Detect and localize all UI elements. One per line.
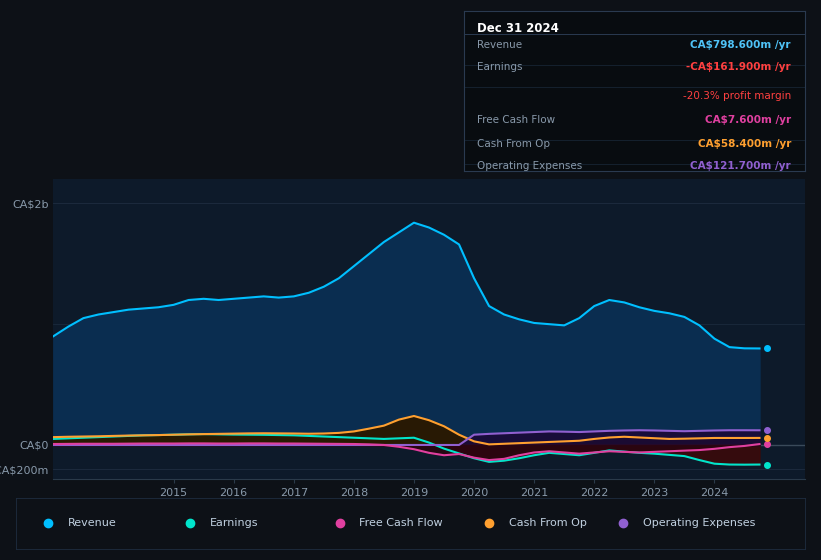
Text: Earnings: Earnings: [478, 62, 523, 72]
Text: CA$7.600m /yr: CA$7.600m /yr: [704, 115, 791, 125]
Text: Cash From Op: Cash From Op: [478, 139, 551, 149]
Text: Revenue: Revenue: [67, 517, 117, 528]
Text: Free Cash Flow: Free Cash Flow: [360, 517, 443, 528]
Text: -20.3% profit margin: -20.3% profit margin: [683, 91, 791, 101]
Text: Operating Expenses: Operating Expenses: [643, 517, 755, 528]
Text: -CA$161.900m /yr: -CA$161.900m /yr: [686, 62, 791, 72]
Text: Earnings: Earnings: [209, 517, 258, 528]
Text: Free Cash Flow: Free Cash Flow: [478, 115, 556, 125]
Text: CA$58.400m /yr: CA$58.400m /yr: [698, 139, 791, 149]
Text: Cash From Op: Cash From Op: [509, 517, 587, 528]
Text: Operating Expenses: Operating Expenses: [478, 161, 583, 171]
Text: CA$798.600m /yr: CA$798.600m /yr: [690, 40, 791, 50]
Text: Revenue: Revenue: [478, 40, 523, 50]
Text: CA$121.700m /yr: CA$121.700m /yr: [690, 161, 791, 171]
Text: Dec 31 2024: Dec 31 2024: [478, 22, 559, 35]
